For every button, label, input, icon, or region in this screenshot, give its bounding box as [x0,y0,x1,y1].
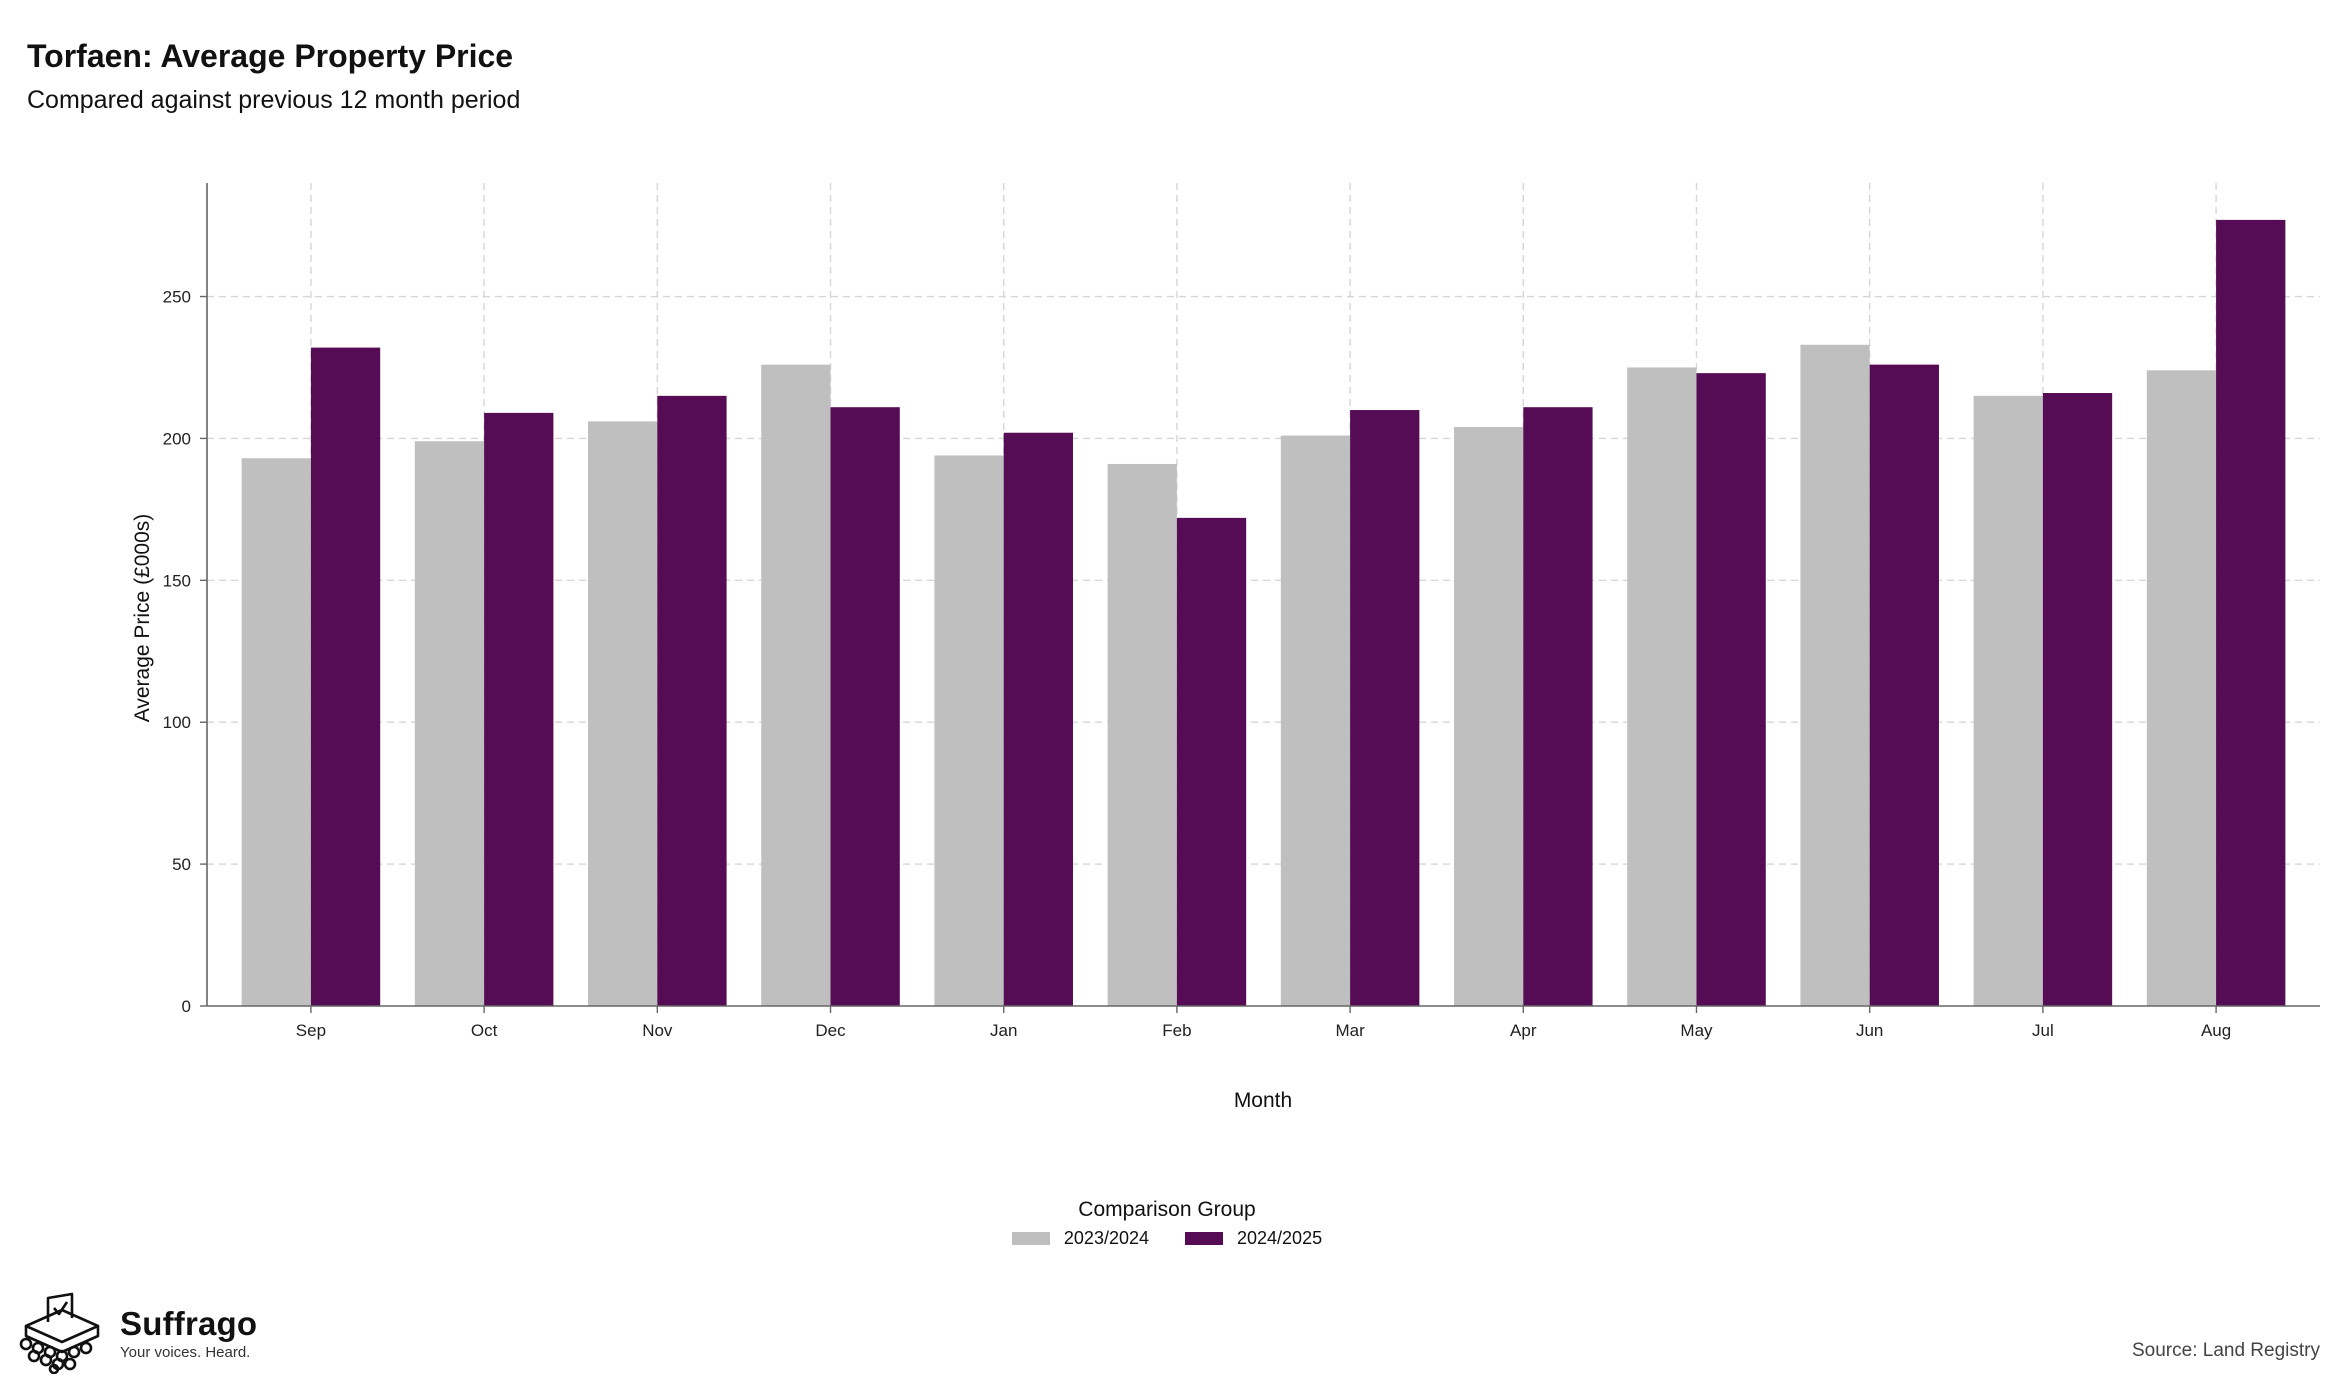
bar-2024-2025-jul [2042,393,2113,1006]
bar-2024-2025-jan [1003,432,1073,1007]
bar-2024-2025-nov [657,395,727,1006]
x-tick-label-jan: Jan [990,1021,1017,1040]
ballot-box-icon [19,1292,100,1374]
y-axis-title: Average Price (£000s) [131,514,154,723]
bar-2024-2025-may [1696,373,1766,1007]
x-tick-label-sep: Sep [296,1021,326,1040]
x-tick-label-feb: Feb [1162,1021,1191,1040]
legend-label: 2023/2024 [1063,1228,1149,1248]
y-tick-label: 100 [163,713,191,732]
brand-logo: Suffrago Your voices. Heard. [14,1292,257,1374]
x-tick-label-aug: Aug [2201,1021,2231,1040]
bar-2023-2024-mar [1280,435,1351,1006]
x-tick-label-dec: Dec [815,1021,846,1040]
bar-2024-2025-mar [1350,410,1420,1006]
bar-2024-2025-aug [2216,219,2286,1007]
x-axis-title: Month [1234,1089,1292,1112]
source-note: Source: Land Registry [2132,1340,2320,1361]
y-tick-label: 50 [172,855,191,874]
bar-2023-2024-aug [2146,370,2217,1006]
bars [241,219,2286,1007]
x-tick-label-oct: Oct [471,1021,498,1040]
bar-2023-2024-sep [241,458,311,1006]
chart-subtitle: Compared against previous 12 month perio… [27,86,521,114]
y-tick-label: 0 [182,997,191,1016]
legend-swatch [1011,1232,1050,1245]
x-tick-label-may: May [1680,1021,1713,1040]
bar-2023-2024-jul [1973,395,2043,1006]
x-tick-label-jun: Jun [1856,1021,1883,1040]
tick-labels: 0 50 100 150 200 250 Sep Oct Nov Dec Jan Feb Mar Apr M… [163,288,2232,1040]
legend-item-2024-2025: 2024/2025 [1185,1228,1322,1249]
y-tick-label: 200 [163,429,191,448]
bar-2023-2024-oct [414,441,485,1006]
bar-2024-2025-jun [1869,364,1939,1007]
legend-title: Comparison Group [1078,1198,1256,1221]
legend-items: 2023/2024 2024/2025 [0,1228,2334,1249]
legend-swatch [1185,1232,1223,1245]
bar-2024-2025-feb [1176,517,1247,1006]
bar-2024-2025-sep [310,347,381,1007]
x-tick-label-nov: Nov [642,1021,673,1040]
bar-2023-2024-jun [1800,344,1870,1006]
y-tick-label: 250 [163,288,191,307]
bar-2024-2025-apr [1523,407,1593,1007]
bar-2023-2024-may [1627,367,1697,1006]
bar-chart: 0 50 100 150 200 250 Sep Oct Nov Dec Jan Feb Mar Apr M… [131,183,2320,1112]
axes [200,183,2320,1013]
bar-2023-2024-nov [588,421,658,1006]
bar-2024-2025-oct [484,412,554,1006]
bar-2023-2024-apr [1454,427,1524,1006]
x-tick-label-mar: Mar [1335,1021,1365,1040]
bar-2023-2024-jan [934,455,1004,1006]
y-tick-label: 150 [163,571,191,590]
bar-2024-2025-dec [830,407,900,1007]
x-tick-label-apr: Apr [1510,1021,1537,1040]
legend-label: 2024/2025 [1237,1228,1323,1248]
brand-tagline: Your voices. Heard. [120,1343,251,1361]
legend-item-2023-2024: 2023/2024 [1011,1228,1149,1249]
bar-2023-2024-feb [1107,463,1177,1006]
brand-name: Suffrago [120,1304,258,1342]
bar-2023-2024-dec [761,364,831,1007]
chart-title: Torfaen: Average Property Price [27,38,514,74]
x-tick-label-jul: Jul [2032,1021,2054,1040]
legend: Comparison Group 2023/2024 2024/2025 [0,1198,2334,1249]
